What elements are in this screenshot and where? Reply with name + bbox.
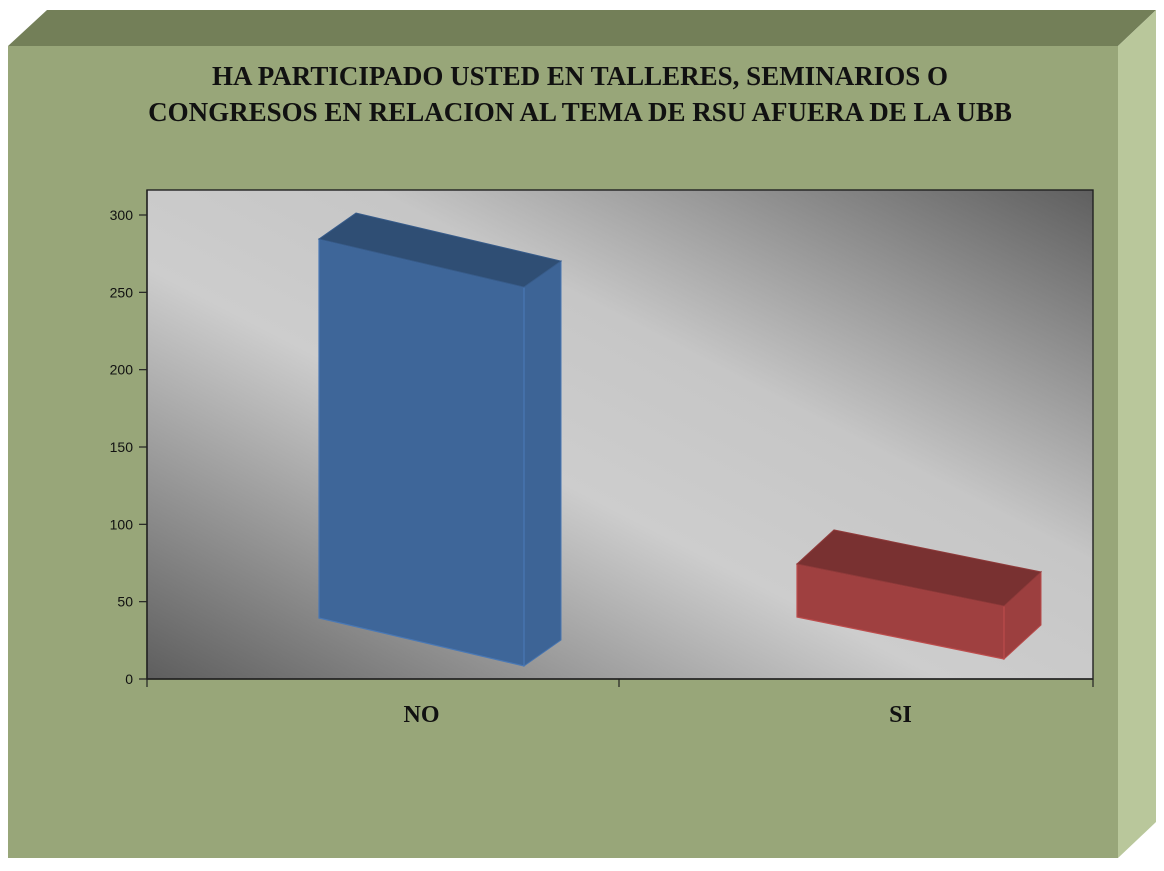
y-tick-label: 300 [110,207,134,223]
y-tick-label: 250 [110,284,134,300]
x-category-label-si: SI [889,702,912,728]
chart-title: HA PARTICIPADO USTED EN TALLERES, SEMINA… [40,58,1120,130]
y-tick-label: 50 [117,594,133,610]
y-tick-label: 0 [125,671,133,687]
bar-no-side [523,260,562,667]
axis-layer: 0 50 100 150 200 250 300 [110,190,1094,687]
bar-no-top [317,212,563,288]
labels-layer: NO SI [404,702,912,728]
bar-no-front [318,238,525,667]
y-tick-label: 200 [110,362,134,378]
x-category-label-no: NO [404,702,440,728]
bar-no [317,212,563,667]
bar-si-top [795,529,1043,607]
frame-top-bevel [8,10,1156,46]
chart-title-line-2: CONGRESOS EN RELACION AL TEMA DE RSU AFU… [148,97,1012,127]
bars-layer [317,212,1043,667]
y-tick-label: 150 [110,439,134,455]
bar-si [795,529,1043,661]
chart-title-line-1: HA PARTICIPADO USTED EN TALLERES, SEMINA… [212,61,948,91]
y-tick-label: 100 [110,516,134,532]
frame-right-bevel [1118,10,1156,858]
